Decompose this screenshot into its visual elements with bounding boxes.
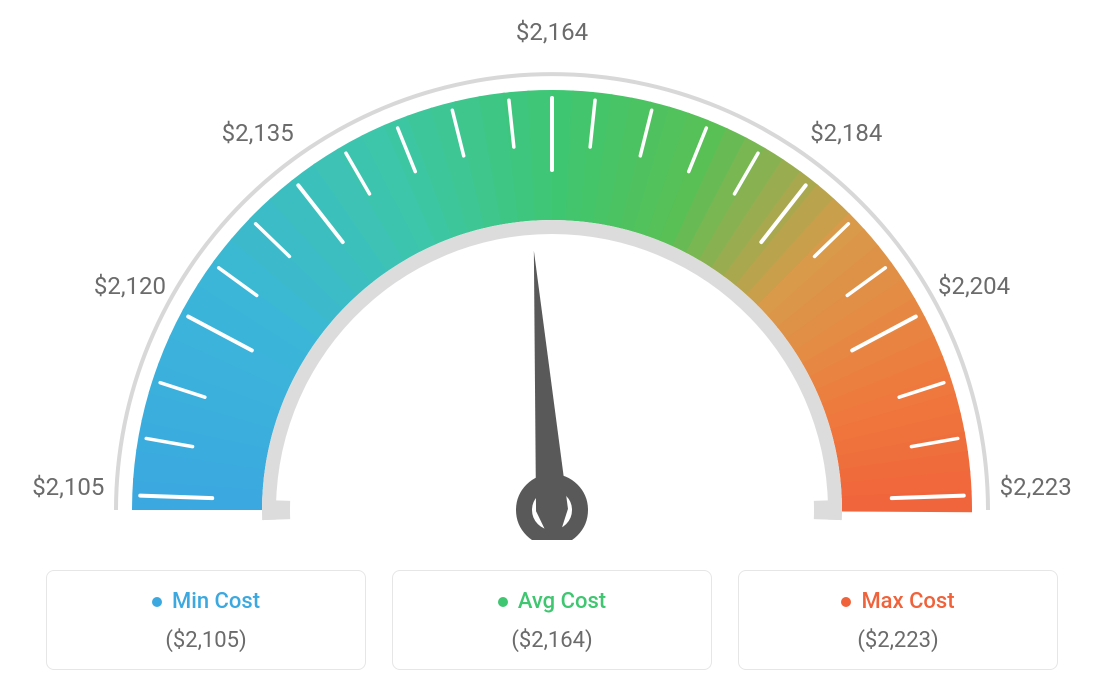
- gauge-tick-label: $2,204: [938, 272, 1010, 300]
- gauge-tick-label: $2,135: [222, 119, 294, 147]
- legend-value-max: ($2,223): [751, 628, 1045, 653]
- gauge-tick-label: $2,164: [516, 18, 588, 46]
- legend-dot-max: [841, 597, 851, 607]
- gauge-tick-label: $2,105: [32, 473, 104, 501]
- gauge-tick-label: $2,223: [1000, 473, 1072, 501]
- legend-card-avg: Avg Cost ($2,164): [392, 570, 712, 670]
- legend-row: Min Cost ($2,105) Avg Cost ($2,164) Max …: [20, 570, 1084, 670]
- legend-title-min: Min Cost: [59, 589, 353, 614]
- gauge-tick-label: $2,184: [810, 119, 882, 147]
- legend-title-avg: Avg Cost: [405, 589, 699, 614]
- legend-value-avg: ($2,164): [405, 628, 699, 653]
- legend-title-text-min: Min Cost: [172, 589, 260, 614]
- legend-title-text-max: Max Cost: [861, 589, 954, 614]
- legend-dot-avg: [498, 597, 508, 607]
- legend-dot-min: [152, 597, 162, 607]
- legend-card-min: Min Cost ($2,105): [46, 570, 366, 670]
- gauge-tick-label: $2,120: [94, 272, 166, 300]
- gauge-svg: [22, 20, 1082, 540]
- legend-title-text-avg: Avg Cost: [518, 589, 606, 614]
- legend-title-max: Max Cost: [751, 589, 1045, 614]
- legend-card-max: Max Cost ($2,223): [738, 570, 1058, 670]
- legend-value-min: ($2,105): [59, 628, 353, 653]
- gauge-chart: $2,105 $2,120 $2,135 $2,164 $2,184 $2,204 $2,2…: [22, 20, 1082, 540]
